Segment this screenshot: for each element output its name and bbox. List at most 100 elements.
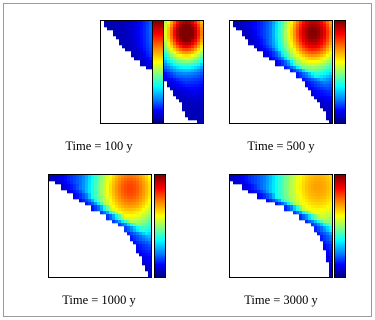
field-cell (245, 184, 249, 188)
field-cell (284, 63, 288, 67)
field-cell (299, 63, 303, 67)
field-cell (170, 60, 174, 64)
field-cell (103, 211, 107, 215)
field-cell (305, 78, 309, 82)
field-cell (308, 30, 312, 34)
field-cell (122, 42, 126, 46)
field-cell (122, 24, 126, 28)
field-cell (254, 45, 258, 49)
field-cell (311, 45, 315, 49)
field-cell (103, 190, 107, 194)
field-cell (179, 87, 183, 91)
field-cell (278, 39, 282, 43)
field-cell (311, 27, 315, 31)
field-cell (296, 190, 300, 194)
field-cell (320, 57, 324, 61)
field-cell (311, 175, 315, 179)
field-cell (314, 220, 318, 224)
field-cell (242, 184, 246, 188)
field-cell (200, 66, 203, 70)
field-cell (136, 235, 140, 239)
field-cell (142, 241, 146, 245)
field-cell (115, 190, 119, 194)
field-cell (109, 202, 113, 206)
field-cell (188, 102, 192, 106)
field-cell (130, 196, 134, 200)
field-cell (326, 232, 330, 236)
field-cell (311, 193, 315, 197)
field-cell (127, 190, 131, 194)
field-cell (266, 181, 270, 185)
field-cell (305, 199, 309, 203)
field-cell (299, 45, 303, 49)
field-cell (194, 30, 198, 34)
field-cell (97, 205, 101, 209)
field-cell (317, 178, 321, 182)
field-cell (260, 193, 264, 197)
field-cell (287, 21, 291, 25)
field-cell (88, 199, 92, 203)
field-cell (64, 181, 68, 185)
field-cell (134, 27, 138, 31)
field-cell (133, 187, 137, 191)
field-cell (107, 21, 111, 25)
field-cell (320, 178, 324, 182)
field-cell (287, 199, 291, 203)
field-cell (188, 60, 192, 64)
field-cell (116, 30, 120, 34)
field-cell (103, 175, 107, 179)
field-cell (302, 24, 306, 28)
field-cell (317, 190, 321, 194)
field-cell (185, 87, 189, 91)
field-cell (100, 193, 104, 197)
field-cell (293, 45, 297, 49)
field-cell (305, 220, 309, 224)
field-cell (284, 21, 288, 25)
field-cell (106, 211, 110, 215)
field-cell (293, 54, 297, 58)
field-cell (115, 220, 119, 224)
field-cell (134, 21, 138, 25)
field-cell (182, 69, 186, 73)
field-cell (293, 60, 297, 64)
field-cell (269, 24, 273, 28)
field-cell (272, 36, 276, 40)
field-cell (139, 235, 143, 239)
field-cell (197, 27, 201, 31)
field-cell (85, 196, 89, 200)
field-cell (170, 27, 174, 31)
field-cell (281, 42, 285, 46)
field-cell (130, 211, 134, 215)
field-cell (245, 33, 249, 37)
field-cell (329, 253, 332, 257)
field-cell (185, 39, 189, 43)
field-cell (109, 208, 113, 212)
field-cell (137, 33, 141, 37)
field-cell (287, 36, 291, 40)
field-cell (320, 199, 324, 203)
field-cell (320, 48, 324, 52)
field-cell (200, 111, 203, 115)
field-cell (248, 190, 252, 194)
field-cell (197, 51, 201, 55)
field-cell (257, 48, 261, 52)
field-cell (323, 181, 327, 185)
field-cell (311, 78, 315, 82)
field-cell (188, 69, 192, 73)
field-cell (170, 48, 174, 52)
field-cell (145, 232, 149, 236)
field-cell (329, 108, 332, 112)
field-cell (188, 72, 192, 76)
field-cell (320, 93, 324, 97)
field-cell (278, 202, 282, 206)
field-cell (118, 187, 122, 191)
field-cell (323, 81, 327, 85)
field-cell (85, 193, 89, 197)
field-cell (326, 45, 330, 49)
field-cell (296, 193, 300, 197)
field-cell (287, 178, 291, 182)
field-cell (326, 223, 330, 227)
field-cell (131, 54, 135, 58)
field-cell (197, 93, 201, 97)
field-cell (302, 217, 306, 221)
